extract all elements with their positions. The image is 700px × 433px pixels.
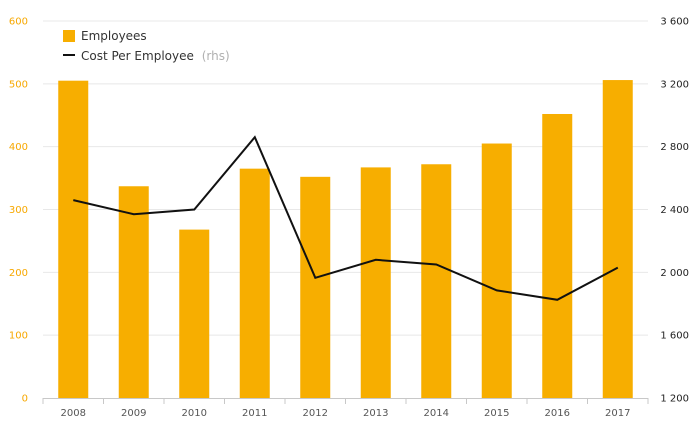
right-axis-tick-label: 1 200	[660, 394, 689, 405]
left-axis-ticks: 0 100 200 300 400 500 600	[9, 17, 28, 405]
right-axis-tick-label: 2 000	[660, 268, 689, 279]
legend-label-employees: Employees	[81, 29, 147, 43]
bar-employees-2017	[602, 80, 633, 399]
x-axis-tick-label: 2011	[242, 408, 267, 419]
x-axis-tick-label: 2012	[303, 408, 328, 419]
bar-employees-2015	[481, 143, 512, 398]
x-axis-tick-label: 2015	[484, 408, 509, 419]
x-axis-tick-label: 2009	[121, 408, 146, 419]
bar-employees-2014	[421, 164, 452, 398]
legend-label-cost-per-employee-name: Cost Per Employee	[81, 49, 194, 63]
bar-employees-2016	[542, 113, 573, 398]
left-axis-tick-label: 600	[9, 17, 28, 28]
x-axis-tick-label: 2014	[424, 408, 449, 419]
x-axis-tick-label: 2008	[61, 408, 86, 419]
bar-employees-2011	[239, 168, 270, 398]
legend-label-cost-per-employee: Cost Per Employee (rhs)	[81, 49, 230, 63]
bar-employees-2012	[300, 176, 331, 398]
right-axis-tick-label: 2 800	[660, 142, 689, 153]
left-axis-tick-label: 0	[22, 394, 28, 405]
left-axis-tick-label: 300	[9, 205, 28, 216]
legend-swatch-employees	[63, 30, 75, 42]
employee-bars	[58, 80, 633, 399]
x-axis-tick-label: 2013	[363, 408, 388, 419]
right-axis-ticks: 1 200 1 600 2 000 2 400 2 800 3 200 3 600	[660, 17, 689, 405]
x-axis-tick-label: 2010	[182, 408, 207, 419]
left-axis-tick-label: 400	[9, 142, 28, 153]
x-axis: 2008 2009 2010 2011 2012 2013 2014 2015 2016 2017	[42, 398, 649, 419]
cost-per-employee-line	[73, 135, 619, 301]
x-axis-tick-label: 2017	[605, 408, 630, 419]
line-cost-per-employee	[73, 135, 619, 301]
bar-employees-2008	[58, 80, 89, 399]
right-axis-tick-label: 1 600	[660, 331, 689, 342]
legend-label-rhs-note: (rhs)	[202, 49, 230, 63]
left-axis-tick-label: 500	[9, 79, 28, 90]
bar-employees-2009	[118, 186, 149, 398]
bar-employees-2010	[179, 229, 210, 398]
left-axis-tick-label: 100	[9, 331, 28, 342]
right-axis-tick-label: 2 400	[660, 205, 689, 216]
right-axis-tick-label: 3 600	[660, 17, 689, 28]
left-axis-tick-label: 200	[9, 268, 28, 279]
right-axis-tick-label: 3 200	[660, 79, 689, 90]
x-axis-tick-label: 2016	[545, 408, 570, 419]
bar-employees-2013	[360, 167, 391, 398]
legend: Employees Cost Per Employee (rhs)	[63, 29, 230, 63]
